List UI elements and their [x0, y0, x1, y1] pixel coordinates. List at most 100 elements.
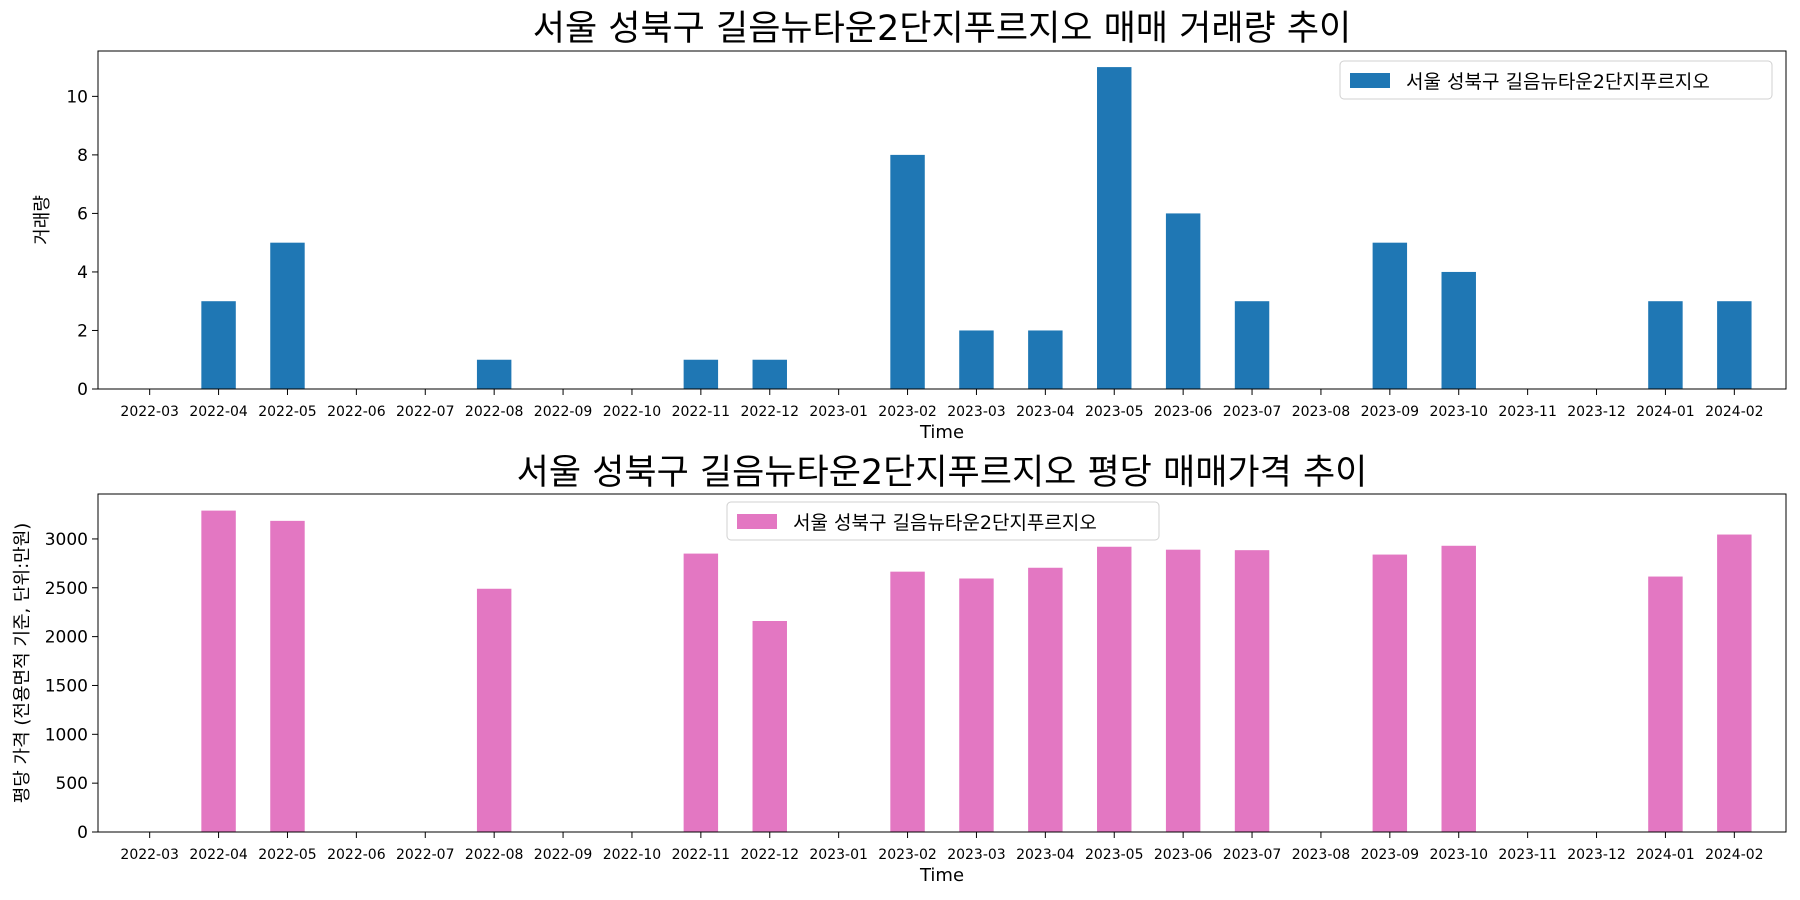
- legend-swatch: [737, 514, 777, 529]
- y-tick-label: 8: [77, 146, 88, 166]
- x-tick-label: 2024-01: [1636, 847, 1695, 863]
- bar-2024-02: [1717, 301, 1752, 389]
- x-tick-label: 2022-12: [741, 404, 800, 420]
- bar-2023-04: [1028, 330, 1063, 389]
- x-tick-label: 2022-11: [672, 404, 731, 420]
- chart-1: 서울 성북구 길음뉴타운2단지푸르지오 매매 거래량 추이 0 2 4 6 8 10 2022…: [32, 9, 1787, 443]
- plot-frame: [97, 493, 1787, 833]
- bar-2022-11: [683, 553, 719, 832]
- x-tick-label: 2023-08: [1292, 847, 1351, 863]
- x-tick-label: 2023-07: [1223, 847, 1282, 863]
- bar-2022-12: [752, 359, 787, 389]
- x-tick-label: 2022-11: [672, 847, 731, 863]
- chart-title: 서울 성북구 길음뉴타운2단지푸르지오 평당 매매가격 추이: [517, 453, 1368, 493]
- bar-2024-01: [1648, 576, 1683, 832]
- bar-2023-06: [1165, 549, 1201, 832]
- x-tick-label: 2022-08: [465, 847, 524, 863]
- bar-2023-10: [1441, 271, 1476, 389]
- bar-2023-06: [1165, 213, 1201, 389]
- x-tick-label: 2023-02: [878, 847, 937, 863]
- y-tick-label: 3000: [45, 530, 88, 550]
- x-axis-label: Time: [919, 422, 964, 443]
- x-tick-label: 2022-03: [120, 847, 179, 863]
- y-tick-label: 2500: [45, 579, 88, 599]
- x-tick-label: 2022-03: [120, 404, 179, 420]
- bar-2022-08: [476, 359, 512, 389]
- x-tick-label: 2023-12: [1567, 847, 1626, 863]
- chart-title: 서울 성북구 길음뉴타운2단지푸르지오 매매 거래량 추이: [533, 9, 1352, 49]
- x-tick-label: 2023-05: [1085, 847, 1144, 863]
- x-tick-label: 2022-04: [189, 404, 248, 420]
- x-tick-label: 2024-02: [1705, 404, 1764, 420]
- legend: 서울 성북구 길음뉴타운2단지푸르지오: [1339, 60, 1773, 100]
- x-tick-label: 2023-04: [1016, 847, 1075, 863]
- y-tick-label: 2000: [45, 628, 88, 648]
- x-tick-label: 2022-05: [258, 404, 317, 420]
- y-tick-label: 2: [77, 321, 88, 341]
- x-tick-label: 2022-07: [396, 404, 455, 420]
- x-tick-label: 2022-07: [396, 847, 455, 863]
- x-tick-label: 2023-05: [1085, 404, 1144, 420]
- x-tick-label: 2023-09: [1361, 847, 1420, 863]
- legend-box: [1339, 60, 1773, 100]
- bar-2023-05: [1097, 546, 1132, 832]
- bar-2023-07: [1234, 301, 1270, 389]
- bar-2022-04: [201, 301, 236, 389]
- x-tick-label: 2023-08: [1292, 404, 1351, 420]
- x-tick-label: 2022-06: [327, 404, 386, 420]
- x-tick-label: 2022-10: [603, 404, 662, 420]
- x-tick-label: 2023-03: [947, 847, 1006, 863]
- x-tick-label: 2022-08: [465, 404, 524, 420]
- x-axis-label: Time: [919, 865, 964, 886]
- y-tick-label: 1000: [45, 725, 88, 745]
- y-tick-label: 0: [77, 823, 88, 843]
- y-axis-label: 평당 가격 (전용면적 기준, 단위:만원): [12, 523, 33, 804]
- x-tick-label: 2023-10: [1429, 847, 1488, 863]
- x-tick-label: 2024-02: [1705, 847, 1764, 863]
- x-tick-label: 2022-10: [603, 847, 662, 863]
- chart-2: 서울 성북구 길음뉴타운2단지푸르지오 평당 매매가격 추이 0 500 1000 15…: [12, 453, 1787, 886]
- y-tick-label: 1500: [45, 676, 88, 696]
- y-axis-label: 거래량: [32, 195, 53, 245]
- bar-2023-05: [1097, 67, 1132, 389]
- x-tick-label: 2023-04: [1016, 404, 1075, 420]
- x-tick-label: 2023-09: [1361, 404, 1420, 420]
- x-tick-label: 2022-04: [189, 847, 248, 863]
- bar-2022-04: [201, 510, 236, 832]
- bar-2023-04: [1028, 567, 1063, 832]
- bar-2022-05: [270, 242, 305, 389]
- y-tick-label: 0: [77, 380, 88, 400]
- y-tick-label: 6: [77, 204, 88, 224]
- bar-2022-05: [270, 520, 305, 832]
- x-tick-label: 2022-09: [534, 404, 593, 420]
- legend: 서울 성북구 길음뉴타운2단지푸르지오: [726, 501, 1160, 541]
- x-tick-label: 2023-01: [809, 847, 868, 863]
- legend-label: 서울 성북구 길음뉴타운2단지푸르지오: [793, 512, 1097, 534]
- bar-2023-09: [1372, 242, 1408, 389]
- plot-frame: [97, 50, 1787, 390]
- bar-2022-12: [752, 620, 787, 832]
- bar-2024-02: [1717, 534, 1752, 832]
- x-tick-label: 2022-12: [741, 847, 800, 863]
- bar-2023-03: [959, 330, 994, 389]
- bar-2022-08: [476, 588, 512, 832]
- legend-box: [726, 501, 1160, 541]
- x-tick-label: 2022-09: [534, 847, 593, 863]
- x-tick-label: 2024-01: [1636, 404, 1695, 420]
- x-tick-label: 2023-06: [1154, 404, 1213, 420]
- x-tick-label: 2022-06: [327, 847, 386, 863]
- x-tick-label: 2023-07: [1223, 404, 1282, 420]
- bar-2023-09: [1372, 554, 1408, 832]
- bar-2023-02: [890, 154, 925, 389]
- bar-2023-07: [1234, 550, 1270, 832]
- bar-2023-03: [959, 578, 994, 832]
- x-tick-label: 2023-02: [878, 404, 937, 420]
- y-tick-label: 10: [66, 87, 88, 107]
- bar-2023-10: [1441, 545, 1476, 832]
- x-tick-label: 2023-01: [809, 404, 868, 420]
- x-tick-label: 2023-12: [1567, 404, 1626, 420]
- x-tick-label: 2023-11: [1498, 847, 1557, 863]
- bar-2024-01: [1648, 301, 1683, 389]
- x-tick-label: 2023-11: [1498, 404, 1557, 420]
